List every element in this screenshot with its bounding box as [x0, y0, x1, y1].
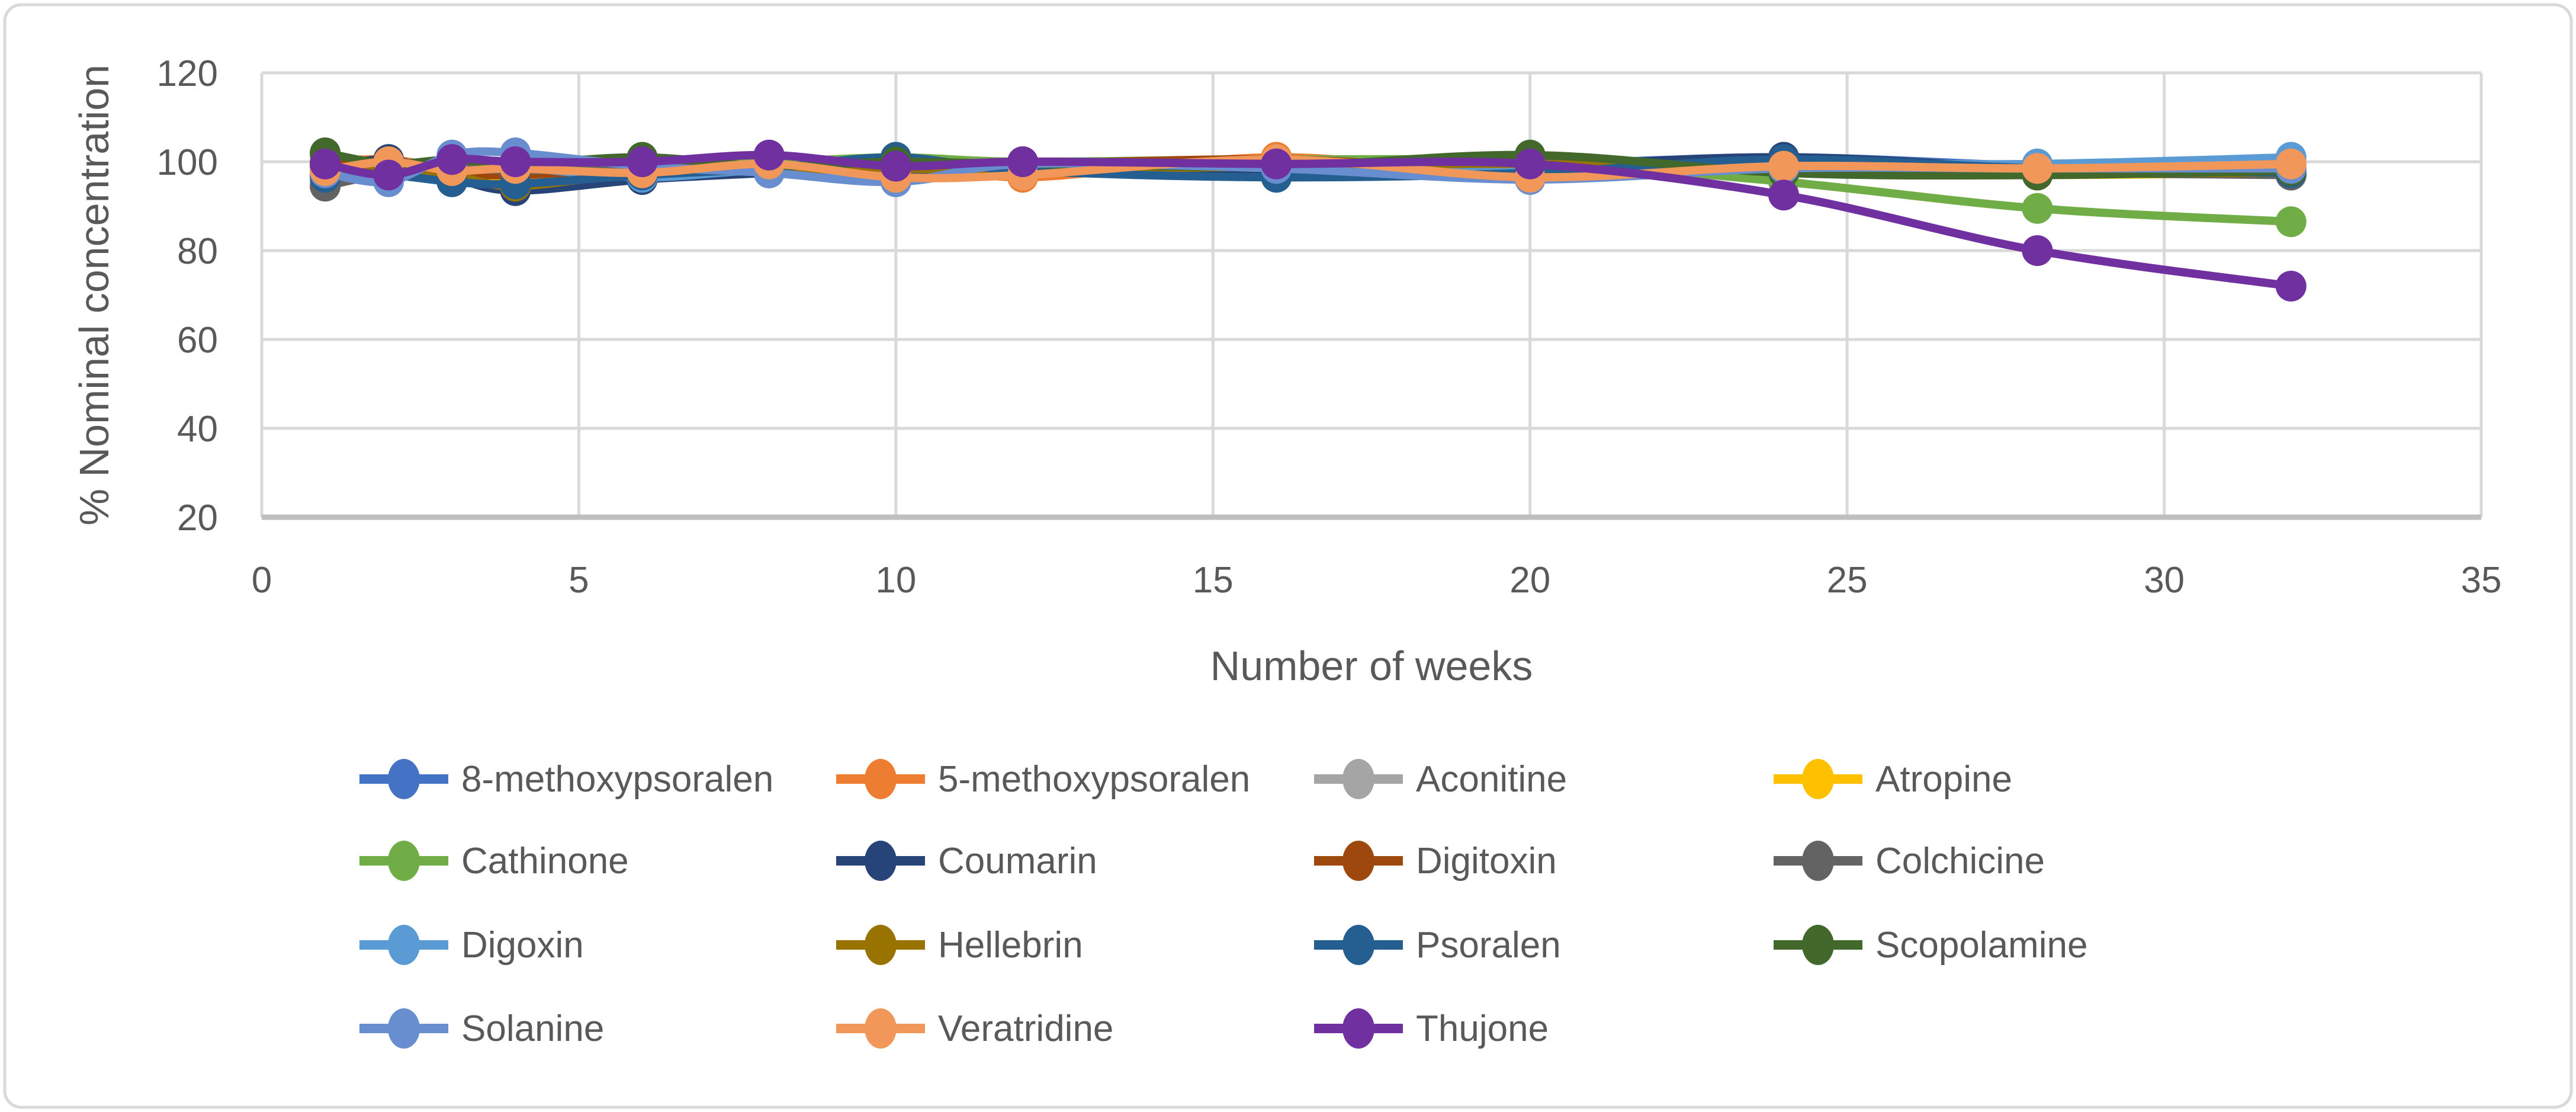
legend-point-marker-icon [1802, 759, 1834, 799]
axis-tick-labels: 20 40 60 80 100 120 0 5 10 15 20 25 30 35 [157, 53, 2502, 601]
data-point-marker [880, 150, 911, 182]
data-point-marker [2022, 153, 2053, 184]
legend-point-marker-icon [1342, 925, 1374, 965]
legend-point-marker-icon [1802, 841, 1834, 881]
data-point-marker [627, 146, 658, 177]
legend-label: Coumarin [938, 841, 1097, 882]
legend-label: Hellebrin [938, 925, 1083, 966]
legend-point-marker-icon [388, 1008, 420, 1049]
x-axis-title: Number of weeks [1210, 643, 1533, 689]
legend-item: Atropine [1774, 759, 2012, 800]
legend-item: Coumarin [836, 841, 1097, 882]
legend-item: Veratridine [836, 1008, 1113, 1049]
y-axis-title: % Nominal concentration [71, 65, 117, 525]
figure-border-rect [3, 3, 2573, 1109]
x-tick-label: 10 [875, 560, 916, 601]
legend-label: Psoralen [1416, 925, 1561, 966]
data-point-marker [2022, 235, 2053, 266]
legend-item: Solanine [359, 1008, 604, 1049]
data-point-marker [500, 146, 531, 177]
data-point-marker [1768, 150, 1800, 182]
legend-point-marker-icon [1342, 1008, 1374, 1049]
legend-item: 5-methoxypsoralen [836, 759, 1250, 800]
legend-label: Solanine [461, 1008, 604, 1049]
data-point-marker [2275, 271, 2307, 302]
legend-point-marker-icon [1342, 759, 1374, 799]
legend-label: Thujone [1416, 1008, 1549, 1049]
chart-legend: 8-methoxypsoralen 5-methoxypsoralen Aconit… [359, 759, 2087, 1049]
legend-label: 8-methoxypsoralen [461, 759, 773, 800]
data-point-marker [1007, 146, 1039, 177]
series-lines [310, 137, 2307, 302]
legend-label: Digoxin [461, 925, 584, 966]
y-tick-label: 80 [177, 231, 218, 272]
legend-point-marker-icon [865, 841, 897, 881]
y-tick-label: 100 [157, 142, 218, 183]
legend-item: 8-methoxypsoralen [359, 759, 773, 800]
y-tick-label: 20 [177, 498, 218, 539]
x-tick-label: 20 [1509, 560, 1550, 601]
legend-point-marker-icon [865, 759, 897, 799]
data-point-marker [310, 148, 341, 180]
data-point-marker [2275, 148, 2307, 180]
data-point-marker [1768, 180, 1800, 211]
legend-point-marker-icon [1802, 925, 1834, 965]
y-tick-label: 60 [177, 320, 218, 361]
series-Thujone [310, 139, 2307, 302]
x-tick-label: 5 [568, 560, 589, 601]
x-tick-label: 0 [252, 560, 272, 601]
data-point-marker [2275, 206, 2307, 238]
x-tick-label: 15 [1193, 560, 1234, 601]
legend-label: Atropine [1875, 759, 2012, 800]
legend-item: Colchicine [1774, 841, 2045, 882]
legend-label: Colchicine [1875, 841, 2045, 882]
figure-border [3, 3, 2573, 1109]
legend-label: Scopolamine [1875, 925, 2087, 966]
data-point-marker [753, 139, 785, 171]
legend-item: Digoxin [359, 925, 584, 966]
data-point-marker [373, 159, 404, 191]
data-point-marker [1261, 148, 1292, 180]
legend-label: Digitoxin [1416, 841, 1557, 882]
legend-item: Scopolamine [1774, 925, 2087, 966]
data-point-marker [1514, 148, 1546, 180]
legend-item: Thujone [1314, 1008, 1549, 1049]
data-point-marker [2022, 193, 2053, 224]
legend-point-marker-icon [388, 925, 420, 965]
legend-point-marker-icon [388, 841, 420, 881]
legend-item: Cathinone [359, 841, 629, 882]
legend-point-marker-icon [865, 925, 897, 965]
legend-label: Veratridine [938, 1008, 1113, 1049]
data-point-marker [436, 144, 468, 175]
x-tick-label: 30 [2144, 560, 2185, 601]
legend-label: 5-methoxypsoralen [938, 759, 1250, 800]
legend-item: Aconitine [1314, 759, 1567, 800]
x-tick-label: 35 [2461, 560, 2502, 601]
legend-label: Cathinone [461, 841, 629, 882]
legend-point-marker-icon [865, 1008, 897, 1049]
y-tick-label: 120 [157, 53, 218, 94]
legend-item: Digitoxin [1314, 841, 1557, 882]
legend-label: Aconitine [1416, 759, 1567, 800]
x-tick-label: 25 [1827, 560, 1868, 601]
legend-point-marker-icon [1342, 841, 1374, 881]
legend-point-marker-icon [388, 759, 420, 799]
y-tick-label: 40 [177, 409, 218, 450]
legend-item: Psoralen [1314, 925, 1561, 966]
legend-item: Hellebrin [836, 925, 1083, 966]
